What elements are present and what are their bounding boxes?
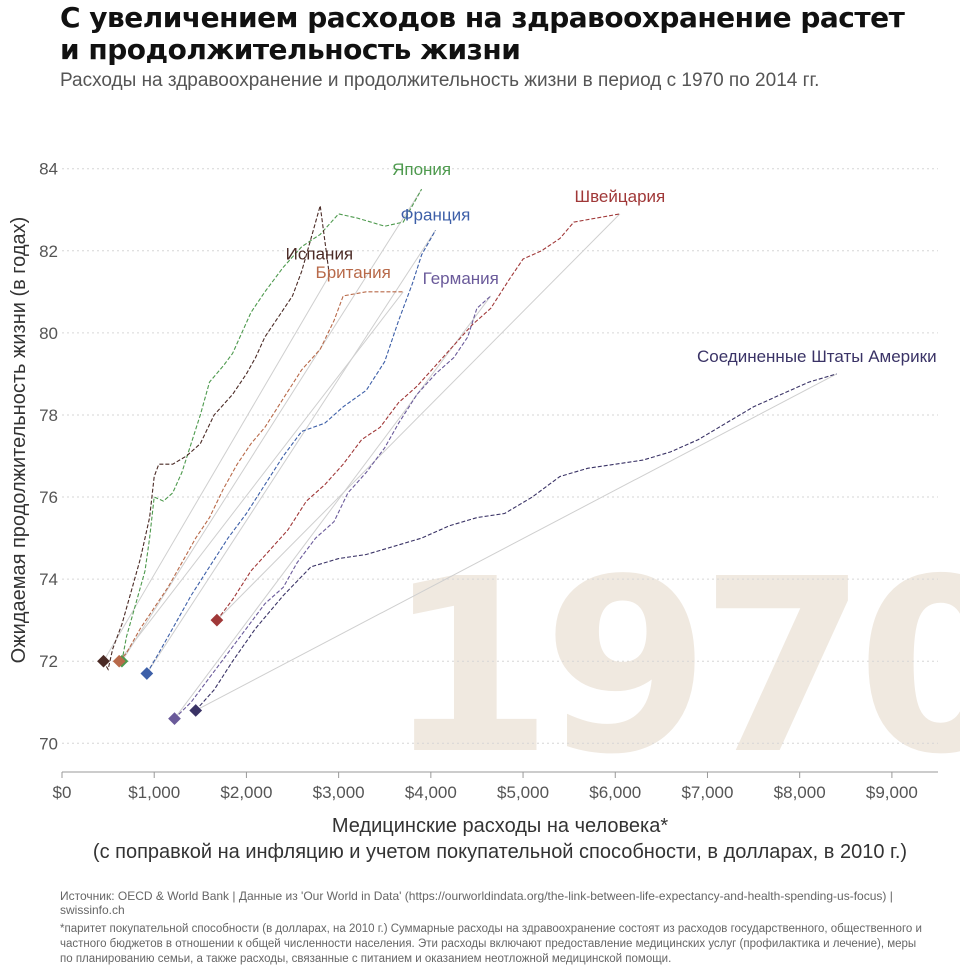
series-label: Япония [392,160,451,179]
series-label: Франция [401,205,471,224]
x-tick-label: $0 [53,783,72,802]
x-tick-label: $7,000 [681,783,733,802]
x-axis-label-line2: (с поправкой на инфляцию и учетом покупа… [93,841,907,863]
x-tick-label: $9,000 [866,783,918,802]
y-axis-label: Ожидаемая продолжительность жизни (в год… [8,217,30,664]
x-axis-label: Медицинские расходы на человека* [332,815,668,837]
y-tick-label: 76 [39,488,58,507]
y-tick-label: 70 [39,734,58,753]
x-tick-label: $3,000 [313,783,365,802]
series-label: Британия [316,263,391,282]
x-tick-label: $8,000 [774,783,826,802]
series-label: Испания [286,244,353,263]
y-tick-label: 78 [39,406,58,425]
x-tick-label: $5,000 [497,783,549,802]
source-note: Источник: OECD & World Bank | Данные из … [60,889,940,917]
y-tick-label: 80 [39,324,58,343]
series-label: Швейцария [575,187,666,206]
year-watermark: 1970 [386,527,960,807]
series-label: Германия [423,269,499,288]
y-tick-label: 72 [39,652,58,671]
series-label: Соединенные Штаты Америки [697,347,937,366]
x-tick-label: $4,000 [405,783,457,802]
y-axis-ticks: 70 72 74 76 78 80 82 84 [39,160,58,754]
y-tick-label: 82 [39,242,58,261]
x-tick-label: $1,000 [128,783,180,802]
x-tick-label: $2,000 [220,783,272,802]
trend-line [119,292,403,661]
footnote: *паритет покупательной способности (в до… [60,922,930,967]
y-tick-label: 74 [39,570,58,589]
chart-canvas: 1970 70 72 74 76 78 80 82 84 $0 $1,000 $2,000 $3,0… [0,0,960,880]
y-tick-label: 84 [39,160,58,179]
series-labels: Япония Испания Франция Британия Швейцария Гер… [286,160,937,366]
trend-line [122,189,422,661]
x-tick-label: $6,000 [589,783,641,802]
series-start-marker [140,667,153,680]
series-start-marker [97,655,110,668]
